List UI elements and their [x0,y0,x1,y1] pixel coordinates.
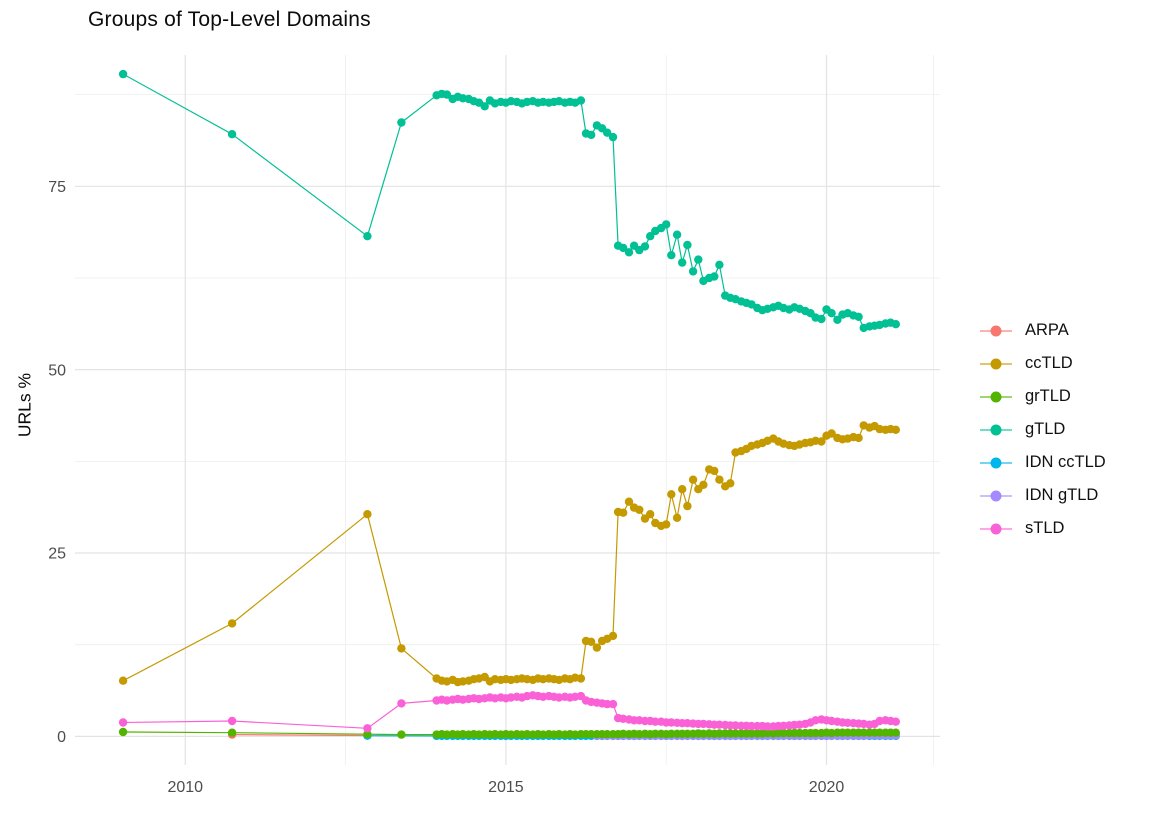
series-line [122,424,896,683]
series-ccTLD-points [118,421,900,687]
legend-key-icon [980,523,1012,534]
legend-label: grTLD [1025,387,1071,405]
series-grTLD-points [118,727,900,739]
legend-item-sTLD: sTLD [978,512,1106,545]
y-tick-label: 50 [48,362,66,379]
legend-key-icon [980,391,1012,402]
x-tick-label: 2010 [167,779,203,796]
legend: ARPA ccTLD grTLD gTLD IDN ccTLD IDN gTLD sTLD [978,314,1106,545]
series-line [122,73,896,329]
series-sTLD [118,691,900,733]
legend-label: IDN ccTLD [1025,453,1106,471]
legend-label: sTLD [1025,519,1065,537]
series-line [232,733,368,737]
y-tick-label: 75 [48,179,66,196]
legend-label: IDN gTLD [1025,486,1099,504]
grid-minor-lines [75,55,940,765]
grid-major-lines [75,55,940,765]
x-tick-label: 2015 [488,779,524,796]
series-grTLD [118,727,900,739]
legend-item-ccTLD: ccTLD [978,347,1106,380]
legend-item-ARPA: ARPA [978,314,1106,347]
y-tick-label: 0 [57,729,66,746]
page-title: Groups of Top-Level Domains [88,8,371,31]
legend-label: ARPA [1025,321,1069,339]
legend-key-icon [980,490,1012,501]
series-ccTLD [118,421,900,687]
series-ARPA [227,730,372,740]
legend-key-icon [980,457,1012,468]
series-gTLD-points [118,69,900,333]
x-tick-label: 2020 [809,779,845,796]
legend-label: ccTLD [1025,354,1073,372]
data-series-layer [118,69,900,741]
legend-label: gTLD [1025,420,1066,438]
legend-item-IDN-gTLD: IDN gTLD [978,479,1106,512]
legend-item-gTLD: gTLD [978,413,1106,446]
y-tick-label: 25 [48,546,66,563]
legend-key-icon [980,325,1012,336]
series-gTLD [118,69,900,333]
series-sTLD-points [118,691,900,733]
axis-tick-labels: 0 25 50 75 2010 2015 2020 [48,179,844,796]
legend-key-icon [980,424,1012,435]
legend-item-grTLD: grTLD [978,380,1106,413]
legend-key-icon [980,358,1012,369]
legend-item-IDN-ccTLD: IDN ccTLD [978,446,1106,479]
